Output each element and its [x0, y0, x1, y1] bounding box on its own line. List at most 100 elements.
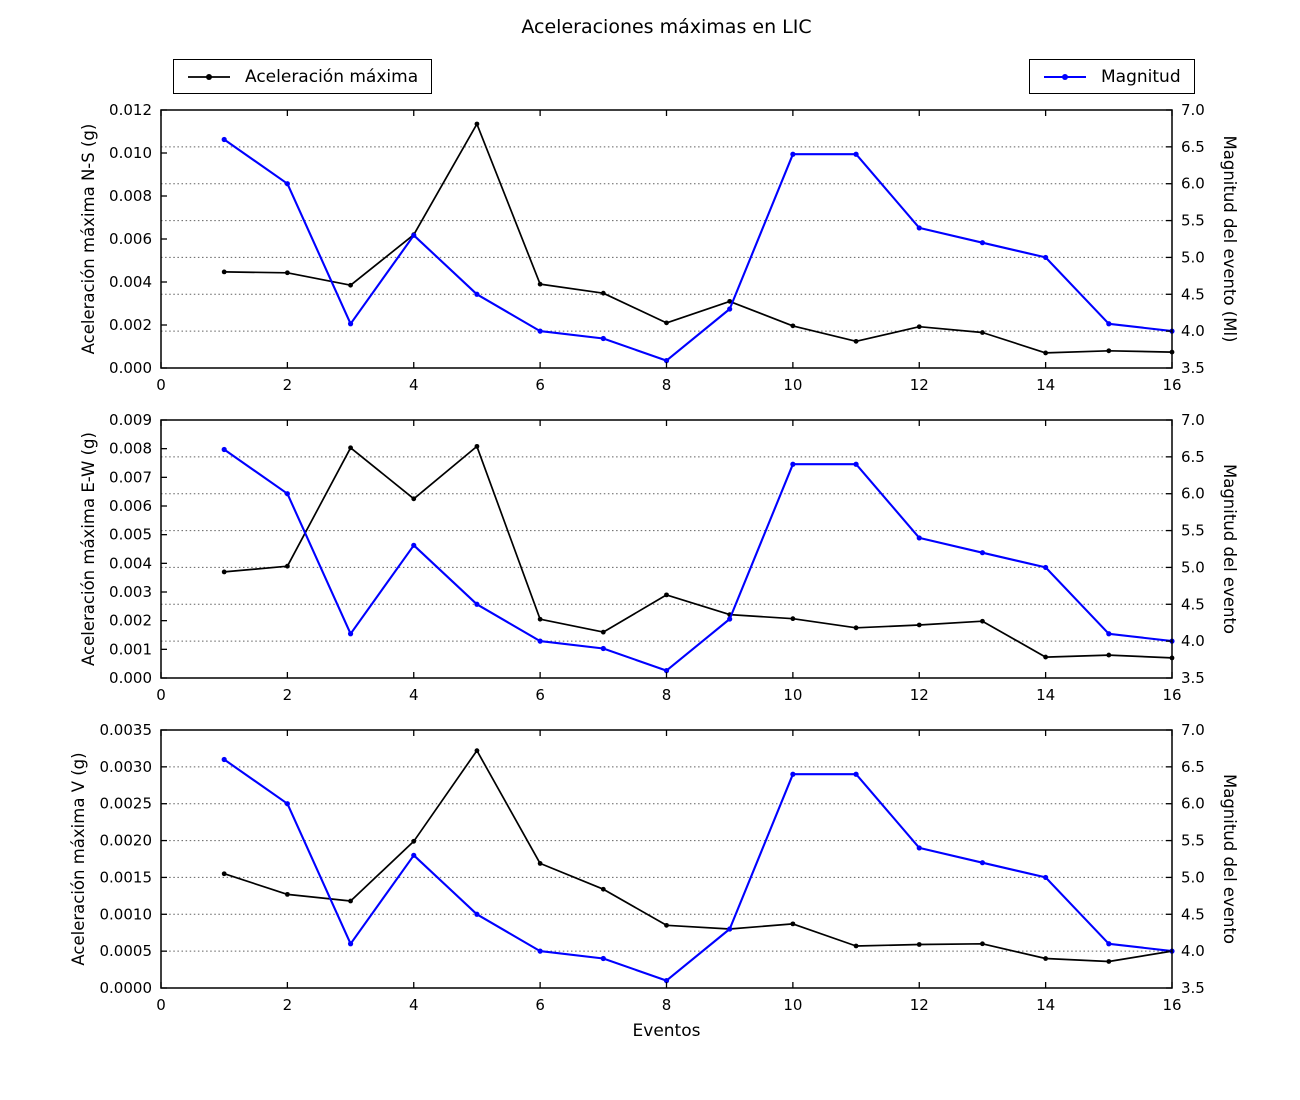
data-point: [853, 943, 859, 949]
series-line-magnitud: [223, 758, 1173, 982]
data-point: [411, 232, 417, 238]
data-point: [600, 955, 606, 962]
y-axis-label-right: Magnitud del evento: [1220, 464, 1239, 634]
data-point: [979, 860, 986, 866]
data-point: [474, 911, 480, 917]
data-point: [600, 886, 606, 892]
data-point: [1106, 321, 1112, 327]
data-point: [537, 861, 543, 866]
data-point: [916, 324, 922, 330]
data-point: [600, 335, 606, 342]
y-tick-label-left: 0.006: [109, 230, 152, 248]
data-point: [916, 845, 922, 851]
data-point: [790, 771, 796, 777]
data-point: [1043, 350, 1049, 356]
y-tick-label-right: 7.0: [1181, 721, 1205, 739]
x-tick-label: 8: [662, 686, 672, 704]
legend-sample-marker: [1062, 73, 1068, 80]
y-tick-label-left: 0.005: [109, 526, 152, 544]
data-point: [664, 320, 669, 326]
legend-line-sample-blue: [1044, 73, 1086, 80]
data-point: [1106, 348, 1112, 354]
y-tick-label-right: 5.0: [1181, 868, 1205, 886]
x-axis-label: Eventos: [632, 1021, 701, 1041]
x-tick-label: 10: [783, 686, 802, 704]
data-point: [600, 629, 606, 635]
series-line-aceleracion: [223, 749, 1173, 963]
x-tick-label: 14: [1036, 996, 1055, 1014]
series-line-magnitud: [223, 138, 1173, 362]
data-point: [727, 306, 733, 312]
y-tick-label-left: 0.006: [109, 497, 152, 515]
y-tick-label-right: 6.5: [1181, 448, 1205, 466]
y-tick-label-right: 4.0: [1181, 942, 1205, 960]
x-tick-label: 2: [283, 376, 293, 394]
data-point: [474, 291, 480, 297]
y-tick-label-right: 3.5: [1181, 979, 1205, 997]
y-tick-label-left: 0.008: [109, 440, 152, 458]
y-tick-label-left: 0.009: [109, 411, 152, 429]
data-point: [411, 852, 417, 858]
data-point: [474, 748, 480, 754]
x-tick-label: 2: [283, 686, 293, 704]
data-point: [1106, 941, 1112, 947]
data-point: [284, 563, 290, 569]
data-point: [790, 461, 796, 467]
data-point: [221, 756, 227, 763]
y-tick-label-right: 6.0: [1181, 795, 1205, 813]
y-tick-label-right: 7.0: [1181, 101, 1205, 119]
data-point: [980, 941, 985, 947]
data-point: [348, 898, 353, 904]
x-tick-label: 16: [1162, 686, 1181, 704]
data-point: [853, 338, 859, 344]
data-point: [727, 616, 733, 622]
data-point: [664, 922, 669, 928]
data-point: [411, 838, 417, 844]
data-point: [790, 921, 796, 927]
x-tick-label: 16: [1162, 996, 1181, 1014]
legend-aceleracion-maxima: Aceleración máxima: [173, 59, 433, 94]
data-point: [979, 550, 986, 556]
data-point: [727, 298, 733, 304]
legend-magnitud: Magnitud: [1029, 59, 1195, 94]
data-point: [600, 290, 606, 296]
data-point: [916, 535, 922, 541]
y-tick-label-left: 0.001: [109, 640, 152, 658]
x-tick-label: 0: [156, 376, 166, 394]
series-line-aceleracion: [224, 445, 1173, 659]
y-tick-label-right: 4.0: [1181, 322, 1205, 340]
y-tick-label-left: 0.0030: [100, 758, 153, 776]
y-tick-label-left: 0.000: [109, 669, 152, 687]
data-point: [853, 771, 859, 777]
y-tick-label-right: 5.5: [1181, 832, 1205, 850]
data-point: [980, 330, 985, 335]
data-point: [663, 358, 670, 364]
y-tick-label-left: 0.002: [109, 316, 152, 334]
data-point: [727, 926, 733, 932]
y-tick-label-right: 7.0: [1181, 411, 1205, 429]
x-tick-label: 4: [409, 996, 419, 1014]
data-point: [284, 801, 290, 807]
data-point: [853, 151, 859, 157]
data-point: [853, 461, 859, 467]
data-point: [348, 282, 353, 288]
data-point: [1106, 652, 1112, 658]
y-axis-label-left: Aceleración máxima V (g): [69, 752, 88, 965]
data-point: [221, 269, 227, 275]
y-tick-label-left: 0.0035: [100, 721, 153, 739]
data-point: [474, 443, 480, 449]
x-tick-label: 16: [1162, 376, 1181, 394]
y-tick-label-left: 0.0000: [100, 979, 153, 997]
data-point: [979, 240, 986, 246]
y-axis-label-right: Magnitud del evento: [1220, 774, 1239, 944]
y-tick-label-right: 5.5: [1181, 522, 1205, 540]
data-point: [980, 618, 985, 624]
y-tick-label-left: 0.008: [109, 187, 152, 205]
data-point: [916, 622, 922, 628]
y-tick-label-right: 5.0: [1181, 248, 1205, 266]
subplot-N-S: 0 2 4 6 8 10 12 14 16 0.000 0.002 0.004 0.006 0.008 0.…: [79, 101, 1239, 394]
figure-title: Aceleraciones máximas en LIC: [521, 16, 812, 38]
x-tick-label: 4: [409, 376, 419, 394]
data-point: [1043, 654, 1049, 660]
